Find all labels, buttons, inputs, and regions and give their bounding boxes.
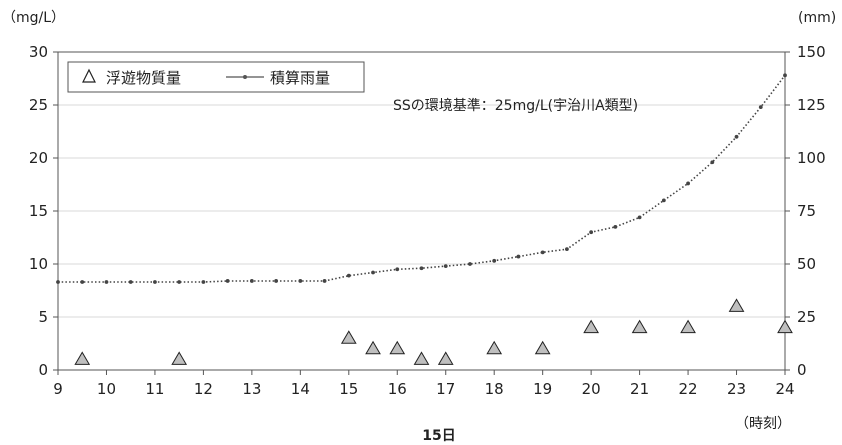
left-tick-label: 10 <box>29 255 48 273</box>
x-tick-label: 17 <box>436 380 455 398</box>
rainfall-point <box>419 266 424 271</box>
left-tick-label: 15 <box>29 202 48 220</box>
rainfall-point <box>686 181 690 186</box>
rainfall-point <box>249 279 254 283</box>
legend: 浮遊物質量 積算雨量 <box>67 61 365 93</box>
left-axis-unit: （mg/L） <box>2 10 65 26</box>
rainfall-point <box>128 280 133 284</box>
right-axis: 0 25 50 75 100 125 150 <box>785 43 826 379</box>
right-tick-label: 150 <box>797 43 826 61</box>
x-tick-label: 16 <box>388 380 407 398</box>
ss-point <box>680 319 696 334</box>
rainfall-point <box>565 247 569 252</box>
right-tick-label: 0 <box>797 361 807 379</box>
rainfall-point <box>201 280 206 284</box>
ss-point <box>413 351 430 365</box>
left-tick-label: 30 <box>29 43 48 61</box>
ss-point <box>534 340 551 355</box>
left-tick-label: 25 <box>29 96 48 114</box>
left-tick-label: 0 <box>38 361 48 379</box>
rainfall-point <box>395 267 400 272</box>
ss-point <box>74 351 91 365</box>
x-tick-label: 13 <box>242 380 261 398</box>
ss-point <box>777 319 793 334</box>
rainfall-point <box>225 279 230 283</box>
x-axis: 9 10 11 12 13 14 15 16 17 18 19 20 21 22 23 24 <box>53 370 795 398</box>
ss-point <box>365 340 381 355</box>
rainfall-point <box>734 134 739 139</box>
rainfall-point <box>371 270 375 275</box>
right-tick-label: 50 <box>797 255 816 273</box>
rainfall-point <box>613 225 618 229</box>
rainfall-point <box>661 198 666 203</box>
ss-point <box>340 330 357 344</box>
rainfall-point <box>637 215 642 220</box>
x-tick-label: 15 <box>339 380 358 398</box>
rainfall-point <box>783 73 787 78</box>
x-tick-label: 21 <box>630 380 649 398</box>
ss-point <box>486 340 503 355</box>
ss-point <box>389 340 406 355</box>
rainfall-point <box>468 262 472 266</box>
rainfall-point <box>492 258 497 263</box>
rainfall-point <box>298 279 303 283</box>
rainfall-point <box>540 250 545 255</box>
left-tick-label: 20 <box>29 149 48 167</box>
x-tick-label: 20 <box>582 380 601 398</box>
rainfall-point <box>153 280 157 284</box>
x-axis-label: 15日 <box>422 428 455 444</box>
x-tick-label: 14 <box>291 380 310 398</box>
rainfall-point <box>710 160 715 165</box>
rainfall-point <box>80 280 85 284</box>
rainfall-point <box>104 280 109 284</box>
legend-label-ss: 浮遊物質量 <box>106 69 181 87</box>
legend-box <box>67 61 365 93</box>
rainfall-point <box>516 254 521 259</box>
legend-marker-triangle <box>82 68 96 83</box>
rainfall-point <box>322 279 327 283</box>
x-tick-label: 12 <box>194 380 213 398</box>
x-tick-label: 18 <box>485 380 504 398</box>
x-tick-label: 22 <box>679 380 698 398</box>
legend-marker-dot <box>243 75 247 79</box>
x-tick-label: 10 <box>97 380 116 398</box>
right-tick-label: 25 <box>797 308 816 326</box>
left-tick-label: 5 <box>38 308 48 326</box>
ss-point <box>437 351 454 365</box>
x-tick-label: 23 <box>727 380 746 398</box>
x-tick-label: 19 <box>533 380 552 398</box>
series-suspended-solids <box>74 298 793 365</box>
x-tick-label: 24 <box>775 380 794 398</box>
grid-lines <box>58 104 785 318</box>
rainfall-point <box>758 105 763 110</box>
right-axis-unit: (mm) <box>798 10 836 26</box>
ss-point <box>728 298 745 312</box>
ss-point <box>631 319 648 334</box>
rainfall-point <box>346 273 351 278</box>
rainfall-point <box>177 280 182 284</box>
ss-point <box>171 351 188 365</box>
ss-point <box>583 319 600 334</box>
rainfall-point <box>443 264 448 269</box>
rainfall-point <box>589 230 594 235</box>
right-tick-label: 75 <box>797 202 816 220</box>
x-tick-label: 11 <box>145 380 164 398</box>
environmental-standard-annotation: SSの環境基準：25mg/L(宇治川A類型) <box>393 97 638 114</box>
x-axis-unit: （時刻） <box>735 416 791 432</box>
x-tick-label: 9 <box>53 380 63 398</box>
left-axis: 0 5 10 15 20 25 30 <box>29 43 58 379</box>
right-tick-label: 125 <box>797 96 826 114</box>
rainfall-point <box>274 279 278 283</box>
right-tick-label: 100 <box>797 149 826 167</box>
legend-label-rain: 積算雨量 <box>270 69 330 87</box>
rainfall-point <box>56 280 60 284</box>
series-rainfall <box>56 73 787 284</box>
